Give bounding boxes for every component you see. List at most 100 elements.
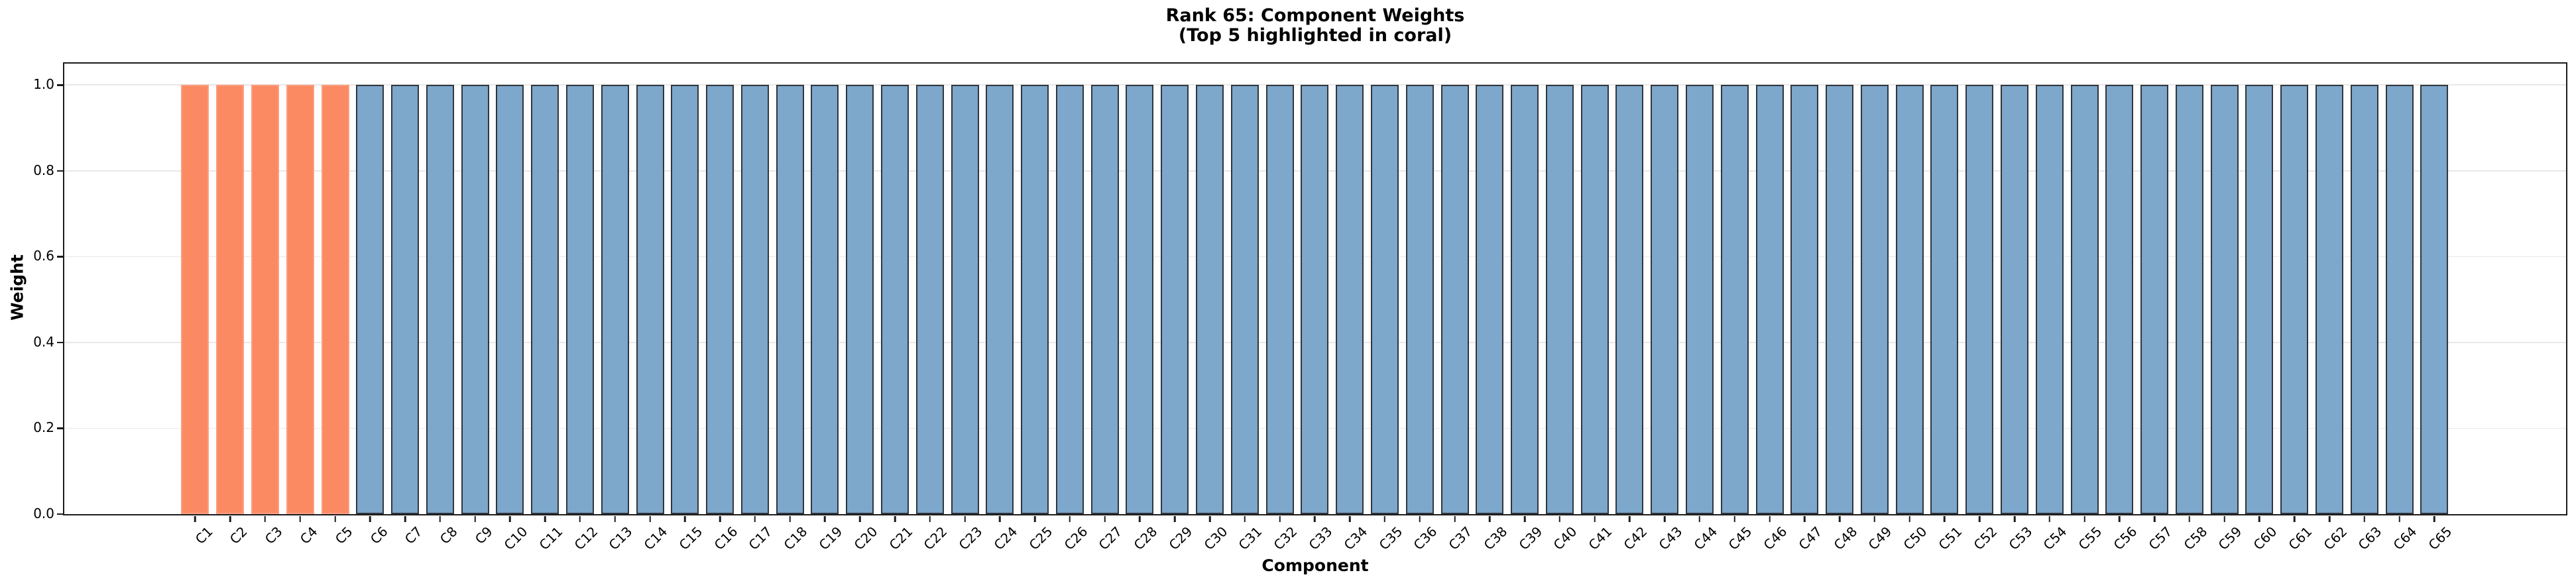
x-tick-label: C48 [1830, 523, 1861, 553]
x-tick [1314, 515, 1316, 522]
x-tick-label: C17 [746, 523, 776, 553]
x-tick [789, 515, 791, 522]
x-tick-label: C46 [1760, 523, 1790, 553]
bar-slot: C32 [1262, 64, 1301, 553]
bar [601, 85, 629, 514]
x-tick-label: C1 [192, 523, 216, 547]
bar-slot: C38 [1472, 64, 1510, 553]
x-tick-label: C41 [1585, 523, 1615, 553]
x-tick-label: C61 [2285, 523, 2315, 553]
bar [2210, 85, 2239, 514]
x-tick [2294, 515, 2296, 522]
x-tick-label: C29 [1165, 523, 1196, 553]
x-tick [1908, 515, 1910, 522]
x-tick-label: C24 [990, 523, 1021, 553]
bar [1580, 85, 1609, 514]
x-tick-label: C7 [402, 523, 426, 547]
x-tick [1558, 515, 1561, 522]
x-tick [1804, 515, 1806, 522]
bar [2001, 85, 2029, 514]
bar-slot: C30 [1193, 64, 1230, 553]
bar-slot: C27 [1087, 64, 1126, 553]
y-tick-label: 1.0 [33, 76, 54, 93]
x-tick [1769, 515, 1771, 522]
bar [2245, 85, 2274, 514]
bar-slot: C3 [248, 64, 286, 547]
x-tick [1139, 515, 1141, 522]
x-tick-label: C33 [1305, 523, 1336, 553]
x-tick [2363, 515, 2366, 522]
bar [1476, 85, 1504, 514]
y-tick [56, 170, 63, 172]
bar [391, 85, 420, 514]
x-tick-label: C58 [2180, 523, 2210, 553]
x-tick [2433, 515, 2435, 522]
x-tick-label: C15 [675, 523, 706, 553]
x-tick-label: C36 [1410, 523, 1440, 553]
bar-slot: C51 [1927, 64, 1965, 553]
x-tick-label: C3 [262, 523, 286, 547]
bar-slot: C50 [1892, 64, 1930, 553]
bar-slot: C46 [1752, 64, 1790, 553]
x-tick-label: C37 [1445, 523, 1476, 553]
plot-area: C1 C2 C3 C4 C5 C6 C7 C8 C9 C10 C11 C12 C13 C14 C15 C16 C… [33, 62, 2567, 553]
bar [461, 85, 489, 514]
bar [2035, 85, 2064, 514]
bar [1090, 85, 1119, 514]
bar [1301, 85, 1329, 514]
bar [1545, 85, 1574, 514]
bar-slot: C26 [1053, 64, 1090, 553]
x-tick [299, 515, 301, 522]
y-tick-label: 0.4 [33, 333, 54, 350]
x-tick-label: C43 [1655, 523, 1686, 553]
bar [321, 85, 349, 514]
x-tick [1629, 515, 1631, 522]
bar-slot: C1 [178, 64, 215, 547]
x-tick [1489, 515, 1491, 522]
bar [1615, 85, 1644, 514]
x-tick-label: C57 [2145, 523, 2176, 553]
x-tick [964, 515, 966, 522]
bar-slot: C21 [878, 64, 915, 553]
bar [1651, 85, 1679, 514]
x-tick [439, 515, 441, 522]
x-tick-label: C6 [367, 523, 391, 547]
x-tick [999, 515, 1001, 522]
x-tick [194, 515, 196, 522]
x-tick-label: C4 [296, 523, 321, 547]
x-tick [1454, 515, 1456, 522]
bar [1860, 85, 1889, 514]
bar [216, 85, 245, 514]
x-tick [2083, 515, 2085, 522]
bar-slot: C62 [2312, 64, 2350, 553]
x-tick [1873, 515, 1876, 522]
bar [1685, 85, 1714, 514]
bar-slot: C49 [1857, 64, 1895, 553]
bar [496, 85, 524, 514]
bar [881, 85, 909, 514]
bar-slot: C17 [738, 64, 776, 553]
bar-slot: C57 [2137, 64, 2175, 553]
bar [1370, 85, 1399, 514]
x-tick-label: C50 [1900, 523, 1930, 553]
x-tick [404, 515, 406, 522]
bar-slot: C5 [318, 64, 355, 547]
bar-slot: C55 [2067, 64, 2105, 553]
x-tick-label: C27 [1095, 523, 1126, 553]
x-tick [2188, 515, 2191, 522]
x-tick-label: C16 [711, 523, 741, 553]
bar-slot: C47 [1787, 64, 1825, 553]
bar [181, 85, 209, 514]
x-tick-label: C42 [1620, 523, 1651, 553]
bar-slot: C54 [2032, 64, 2070, 553]
bar-slot: C2 [213, 64, 251, 547]
bar-slot: C25 [1018, 64, 1055, 553]
bar [426, 85, 454, 514]
gridline [64, 84, 2566, 86]
x-tick-label: C34 [1340, 523, 1371, 553]
x-tick [2153, 515, 2156, 522]
bar-slot: C43 [1647, 64, 1685, 553]
bar-slot: C36 [1402, 64, 1440, 553]
x-tick-label: C25 [1025, 523, 1056, 553]
x-tick-label: C12 [571, 523, 601, 553]
